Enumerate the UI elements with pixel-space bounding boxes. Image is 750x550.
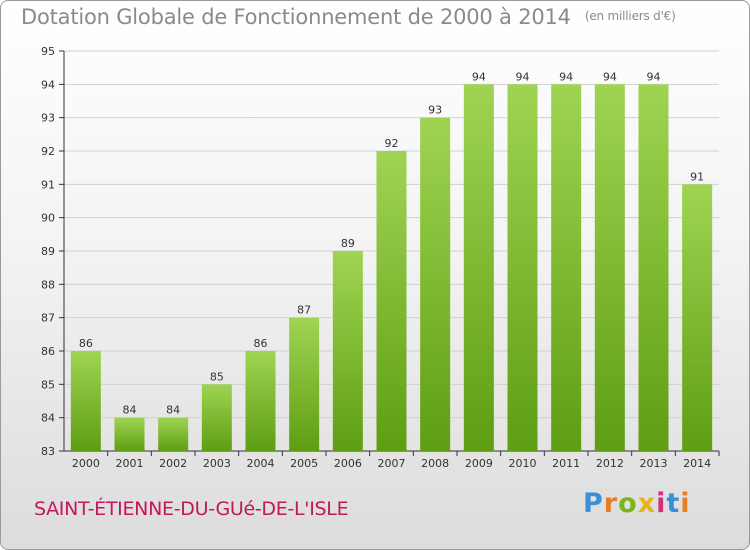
x-tick-label: 2002 — [159, 457, 187, 470]
x-tick-label: 2009 — [465, 457, 493, 470]
bar-value-label: 86 — [79, 337, 93, 350]
y-tick-label: 95 — [41, 45, 55, 58]
bar — [638, 84, 669, 451]
y-tick-label: 85 — [41, 378, 55, 391]
x-tick-label: 2008 — [421, 457, 449, 470]
brand-letter: t — [666, 488, 681, 519]
y-tick-label: 94 — [41, 78, 55, 91]
y-tick-label: 93 — [41, 112, 55, 125]
bar-value-label: 94 — [647, 70, 661, 83]
x-tick-label: 2011 — [552, 457, 580, 470]
x-tick-label: 2013 — [640, 457, 668, 470]
chart-title: Dotation Globale de Fonctionnement de 20… — [21, 5, 676, 29]
y-tick-label: 84 — [41, 412, 55, 425]
bar — [594, 84, 625, 451]
bar — [420, 117, 451, 452]
bar — [201, 384, 232, 451]
x-tick-label: 2004 — [247, 457, 275, 470]
y-tick-label: 89 — [41, 245, 55, 258]
bar — [289, 317, 320, 451]
x-tick-label: 2014 — [683, 457, 711, 470]
bar — [463, 84, 494, 451]
place-name: SAINT-ÉTIENNE-DU-GUé-DE-L'ISLE — [34, 498, 349, 520]
bar-value-label: 94 — [559, 70, 573, 83]
x-tick-label: 2012 — [596, 457, 624, 470]
bar — [158, 417, 189, 451]
bar-value-label: 86 — [254, 337, 268, 350]
bar — [376, 151, 407, 451]
proxiti-logo: Proxiti — [583, 488, 691, 519]
x-tick-label: 2007 — [378, 457, 406, 470]
y-tick-label: 87 — [41, 312, 55, 325]
y-tick-label: 83 — [41, 445, 55, 458]
bar-value-label: 94 — [472, 70, 486, 83]
bar-value-label: 87 — [297, 304, 311, 317]
bar-value-label: 91 — [690, 170, 704, 183]
brand-letter: i — [680, 488, 691, 519]
brand-letter: i — [656, 488, 667, 519]
bar-value-label: 84 — [123, 404, 137, 417]
bar-value-label: 85 — [210, 370, 224, 383]
bar-value-label: 92 — [385, 137, 399, 150]
bar-value-label: 89 — [341, 237, 355, 250]
x-tick-label: 2001 — [116, 457, 144, 470]
bar-value-label: 94 — [603, 70, 617, 83]
chart-title-unit: (en milliers d'€) — [584, 9, 676, 23]
brand-letter: x — [637, 488, 657, 519]
brand-letter: o — [618, 488, 638, 519]
y-tick-label: 86 — [41, 345, 55, 358]
y-tick-label: 90 — [41, 212, 55, 225]
x-tick-label: 2010 — [509, 457, 537, 470]
brand-letter: P — [583, 488, 604, 519]
bar — [245, 351, 276, 451]
y-tick-label: 91 — [41, 178, 55, 191]
bar — [70, 351, 101, 451]
bar-value-label: 93 — [428, 104, 442, 117]
x-tick-label: 2006 — [334, 457, 362, 470]
y-tick-label: 88 — [41, 278, 55, 291]
bar — [682, 184, 713, 452]
x-tick-label: 2000 — [72, 457, 100, 470]
bar — [332, 251, 363, 451]
bar — [507, 84, 538, 451]
chart-title-main: Dotation Globale de Fonctionnement de 20… — [21, 5, 571, 29]
x-tick-label: 2003 — [203, 457, 231, 470]
y-tick-label: 92 — [41, 145, 55, 158]
bar — [114, 417, 145, 451]
bar-value-label: 84 — [166, 404, 180, 417]
brand-letter: r — [603, 488, 619, 519]
bar-value-label: 94 — [516, 70, 530, 83]
bar — [551, 84, 582, 451]
x-tick-label: 2005 — [290, 457, 318, 470]
